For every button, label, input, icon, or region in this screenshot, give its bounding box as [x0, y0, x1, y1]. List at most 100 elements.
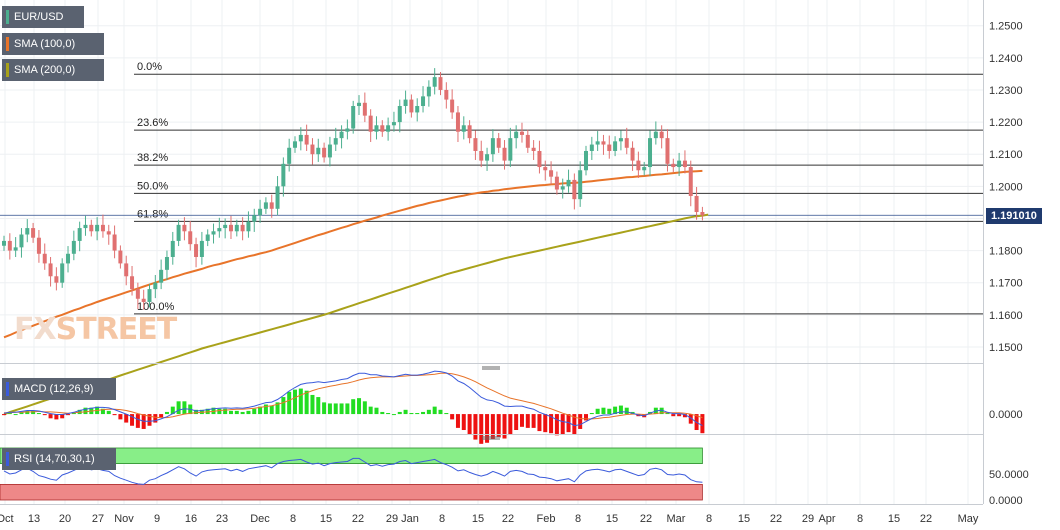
legend-sma200-label: SMA (200,0): [14, 64, 76, 76]
x-tick-label: 29: [802, 513, 814, 525]
candle-body: [386, 125, 391, 132]
x-tick-label: 8: [290, 513, 296, 525]
candle-body: [316, 147, 321, 155]
macd-histogram-bar: [124, 414, 129, 423]
macd-histogram-bar: [688, 414, 693, 424]
sma100-line: [3, 169, 703, 339]
x-tick-label: 22: [920, 513, 932, 525]
grid-lines: [0, 0, 983, 504]
macd-histogram-bar: [345, 403, 350, 415]
macd-histogram-bar: [473, 414, 478, 440]
macd-histogram-bar: [485, 414, 490, 443]
rsi-resize-handle[interactable]: [482, 436, 500, 440]
macd-histogram-bar: [31, 410, 36, 415]
macd-histogram-bar: [584, 414, 588, 421]
candle-body: [234, 224, 239, 232]
candle-body: [188, 231, 193, 245]
macd-histogram-bar: [118, 414, 123, 420]
candle-body: [589, 144, 594, 151]
macd-histogram-bar: [368, 406, 373, 415]
macd-histogram-bar: [572, 414, 577, 435]
macd-histogram-bar: [211, 407, 216, 415]
macd-histogram-bar: [327, 403, 332, 415]
candle-body: [426, 86, 431, 97]
price-y-tick-label: 1.1600: [989, 310, 1023, 322]
x-tick-label: Feb: [537, 513, 556, 525]
x-axis-labels: Oct 13 20 27 Nov 9 16 23 Dec 8 15 22 29 Jan 8 15 22 Feb 8 1…: [0, 513, 979, 525]
macd-histogram-bar: [100, 408, 105, 415]
legend-eurusd-label: EUR/USD: [14, 11, 64, 23]
macd-histogram-bar: [2, 414, 6, 416]
macd-histogram-bar: [391, 414, 396, 416]
x-tick-label: 22: [352, 513, 364, 525]
macd-histogram-bar: [455, 414, 460, 428]
candle-body: [240, 224, 245, 232]
candle-body: [514, 131, 519, 139]
candle-body: [42, 253, 47, 264]
candle-body: [607, 144, 612, 151]
macd-resize-handle[interactable]: [482, 366, 500, 370]
macd-histogram-bar: [543, 414, 548, 433]
macd-histogram-bar: [339, 403, 344, 415]
fibonacci-levels: 0.0% 23.6% 38.2% 50.0% 61.8% 100.0%: [0, 61, 983, 315]
macd-histogram-bar: [461, 414, 466, 431]
candle-body: [2, 240, 6, 246]
macd-histogram-bar: [269, 405, 274, 415]
candle-body: [572, 179, 577, 200]
macd-histogram-bar: [19, 411, 24, 415]
macd-histogram-bar: [467, 414, 472, 435]
legend-rsi-label: RSI (14,70,30,1): [14, 453, 95, 465]
macd-histogram-bar: [258, 406, 263, 415]
candle-body: [258, 208, 263, 216]
candle-body: [19, 234, 24, 248]
macd-histogram-bar: [164, 411, 169, 415]
candle-body: [36, 237, 41, 254]
macd-histogram-bar: [246, 410, 251, 415]
legend-sma200[interactable]: SMA (200,0): [2, 59, 104, 81]
legend-eurusd[interactable]: EUR/USD: [2, 6, 84, 28]
candle-body: [153, 282, 158, 290]
candle-body: [54, 276, 59, 283]
fibonacci-label: 38.2%: [137, 152, 168, 164]
candle-body: [648, 138, 653, 168]
macd-histogram-bar: [490, 414, 495, 439]
candle-body: [228, 224, 233, 232]
x-tick-label: 23: [216, 513, 228, 525]
macd-histogram-bar: [554, 414, 559, 436]
candle-body: [269, 202, 274, 209]
macd-histogram-bar: [397, 411, 402, 415]
legend-macd-swatch: [6, 382, 9, 396]
candle-body: [380, 125, 385, 132]
y-axis-labels: 1.25001.24001.23001.22001.21001.20001.19…: [989, 21, 1029, 507]
legend-macd[interactable]: MACD (12,26,9): [2, 378, 116, 400]
candle-body: [223, 224, 228, 229]
candle-body: [578, 170, 583, 200]
macd-histogram-bar: [607, 408, 612, 415]
candle-body: [159, 269, 164, 283]
legend-rsi[interactable]: RSI (14,70,30,1): [2, 448, 116, 470]
candle-body: [409, 99, 414, 113]
candle-body: [444, 89, 449, 100]
macd-histogram-bar: [42, 414, 47, 416]
candle-body: [89, 224, 94, 232]
candle-body: [537, 150, 542, 168]
x-tick-label: May: [958, 513, 979, 525]
macd-histogram-bar: [374, 407, 379, 415]
macd-histogram-bar: [659, 407, 664, 415]
candle-body: [333, 138, 338, 145]
rsi-oversold-zone: [0, 483, 703, 501]
macd-histogram-bar: [409, 413, 414, 415]
macd-histogram-bar: [182, 401, 187, 415]
x-tick-label: 15: [738, 513, 750, 525]
macd-histogram-bar: [176, 401, 181, 415]
macd-histogram-bar: [316, 397, 321, 415]
x-tick-label: 16: [185, 513, 197, 525]
legend-sma100[interactable]: SMA (100,0): [2, 33, 104, 55]
candle-body: [421, 96, 426, 107]
macd-histogram-bar: [298, 388, 303, 415]
macd-histogram-bar: [83, 407, 88, 415]
candle-body: [287, 147, 292, 164]
macd-histogram-bar: [153, 414, 158, 423]
macd-histogram-bar: [25, 410, 30, 415]
x-tick-label: 15: [320, 513, 332, 525]
